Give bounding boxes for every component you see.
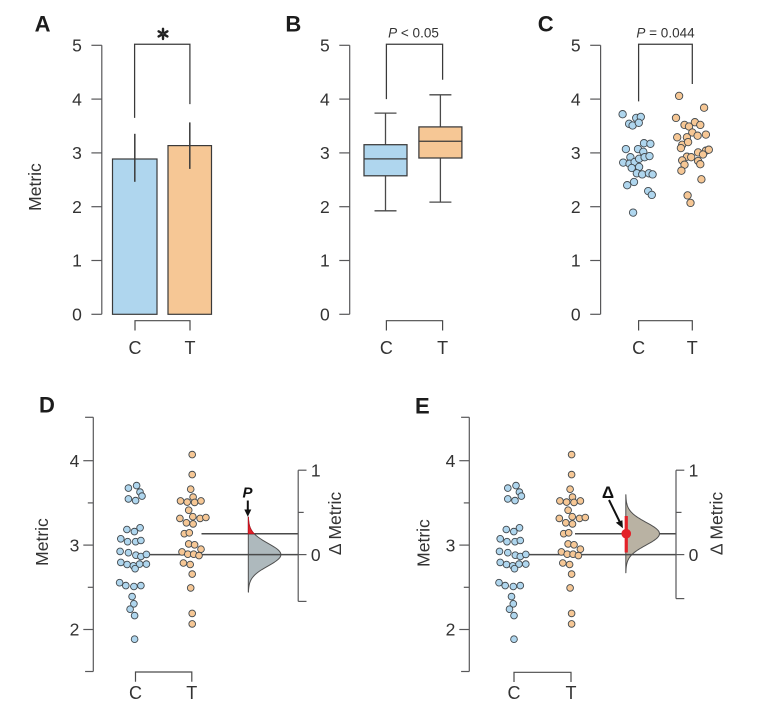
svg-text:3: 3 <box>571 143 581 163</box>
svg-text:Δ Metric: Δ Metric <box>325 492 345 555</box>
svg-text:2: 2 <box>446 620 456 640</box>
svg-text:2: 2 <box>320 197 330 217</box>
svg-text:4: 4 <box>571 89 581 109</box>
svg-text:C: C <box>508 683 521 703</box>
svg-text:Metric: Metric <box>414 519 434 567</box>
svg-text:Metric: Metric <box>32 518 52 566</box>
svg-text:2: 2 <box>571 197 581 217</box>
svg-text:3: 3 <box>70 535 80 555</box>
svg-text:C: C <box>632 338 645 358</box>
svg-text:P: P <box>242 485 253 502</box>
svg-text:C: C <box>129 683 142 703</box>
svg-text:C: C <box>380 338 393 358</box>
svg-text:5: 5 <box>571 36 581 56</box>
svg-text:0: 0 <box>571 305 581 325</box>
svg-text:B: B <box>285 12 301 37</box>
svg-text:E: E <box>415 394 430 419</box>
svg-text:5: 5 <box>320 36 330 56</box>
svg-text:C: C <box>129 338 142 358</box>
svg-text:Metric: Metric <box>25 163 45 211</box>
svg-text:0: 0 <box>320 305 330 325</box>
svg-text:0: 0 <box>689 545 699 565</box>
svg-text:D: D <box>39 393 55 418</box>
svg-text:P < 0.05: P < 0.05 <box>388 26 439 41</box>
svg-text:T: T <box>186 683 197 703</box>
svg-text:5: 5 <box>72 36 82 56</box>
svg-text:4: 4 <box>72 89 82 109</box>
svg-text:4: 4 <box>446 451 456 471</box>
svg-text:3: 3 <box>72 143 82 163</box>
svg-text:T: T <box>687 338 698 358</box>
svg-text:T: T <box>566 683 577 703</box>
svg-text:C: C <box>538 12 554 37</box>
svg-text:4: 4 <box>320 89 330 109</box>
svg-text:1: 1 <box>320 251 330 271</box>
svg-text:A: A <box>35 12 51 37</box>
svg-text:1: 1 <box>689 460 699 480</box>
svg-text:3: 3 <box>446 535 456 555</box>
svg-text:T: T <box>185 338 196 358</box>
svg-text:4: 4 <box>70 451 80 471</box>
svg-text:P = 0.044: P = 0.044 <box>636 26 695 41</box>
svg-text:0: 0 <box>311 545 321 565</box>
svg-text:0: 0 <box>72 305 82 325</box>
svg-text:1: 1 <box>72 251 82 271</box>
svg-text:1: 1 <box>311 460 321 480</box>
svg-text:2: 2 <box>70 620 80 640</box>
svg-text:1: 1 <box>571 251 581 271</box>
svg-text:Δ Metric: Δ Metric <box>707 492 727 555</box>
svg-text:Δ: Δ <box>602 483 614 502</box>
svg-text:T: T <box>437 338 448 358</box>
svg-text:2: 2 <box>72 197 82 217</box>
svg-text:3: 3 <box>320 143 330 163</box>
